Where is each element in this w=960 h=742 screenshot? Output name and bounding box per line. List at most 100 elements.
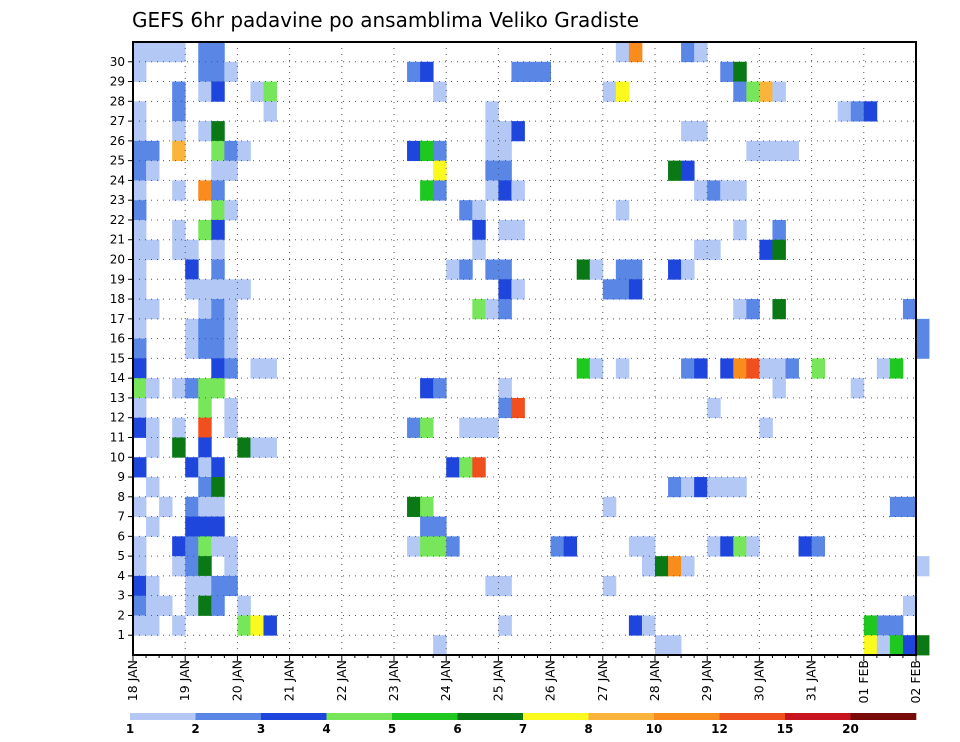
heatmap-cell xyxy=(198,536,212,557)
heatmap-cell xyxy=(133,299,147,320)
heatmap-cell xyxy=(185,318,199,340)
y-tick-label: 15 xyxy=(110,351,125,365)
heatmap-cell xyxy=(707,180,721,201)
heatmap-cell xyxy=(211,496,225,517)
y-tick-label: 19 xyxy=(110,272,125,286)
heatmap-cell xyxy=(472,299,486,320)
heatmap-cell xyxy=(224,575,238,597)
heatmap-cell xyxy=(472,417,486,438)
heatmap-cell xyxy=(733,180,747,201)
heatmap-cell xyxy=(185,556,199,577)
heatmap-cell xyxy=(198,595,212,616)
heatmap-cell xyxy=(746,299,760,320)
heatmap-cell xyxy=(485,259,499,280)
heatmap-cell xyxy=(655,635,669,656)
heatmap-cell xyxy=(746,536,760,557)
heatmap-cell xyxy=(172,417,186,438)
heatmap-cell xyxy=(498,259,512,280)
heatmap-cell xyxy=(146,378,160,399)
heatmap-cell xyxy=(850,101,865,122)
colorbar-label: 8 xyxy=(584,722,592,736)
heatmap-cell xyxy=(198,378,212,399)
x-tick-label: 27 JAN xyxy=(595,660,610,701)
y-tick-label: 16 xyxy=(110,332,125,346)
heatmap-cell xyxy=(550,536,565,557)
y-tick-label: 22 xyxy=(110,213,125,227)
heatmap-cell xyxy=(224,61,238,82)
heatmap-cell xyxy=(146,239,160,260)
heatmap-cell xyxy=(133,200,147,221)
y-tick-label: 25 xyxy=(110,154,125,168)
colorbar-label: 3 xyxy=(257,722,265,736)
heatmap-cell xyxy=(772,219,786,241)
heatmap-cell xyxy=(263,101,277,122)
heatmap-cell xyxy=(720,61,734,82)
heatmap-cell xyxy=(850,378,865,399)
heatmap-cell xyxy=(759,81,773,102)
heatmap-cell xyxy=(133,219,147,241)
y-tick-label: 14 xyxy=(110,371,125,385)
heatmap-cell xyxy=(146,437,160,458)
heatmap-cell xyxy=(785,140,799,162)
heatmap-cell xyxy=(446,536,460,557)
heatmap-cell xyxy=(733,536,747,557)
heatmap-cell xyxy=(576,358,591,379)
heatmap-cell xyxy=(237,279,251,300)
heatmap-cell xyxy=(198,556,212,577)
heatmap-cell xyxy=(198,417,212,438)
heatmap-cell xyxy=(916,318,930,340)
heatmap-cell xyxy=(498,575,512,597)
heatmap-cell xyxy=(185,378,199,399)
heatmap-cell xyxy=(902,635,917,656)
heatmap-cell xyxy=(628,279,643,300)
heatmap-cell xyxy=(211,536,225,557)
x-tick-label: 20 JAN xyxy=(229,660,244,701)
heatmap-cell xyxy=(146,575,160,597)
colorbar-label: 1 xyxy=(126,722,134,736)
heatmap-cell xyxy=(420,516,434,537)
heatmap-cell xyxy=(615,200,630,221)
y-tick-label: 21 xyxy=(110,233,125,247)
heatmap-cell xyxy=(498,160,512,181)
heatmap-cell xyxy=(211,318,225,340)
colorbar-swatch xyxy=(457,713,524,720)
heatmap-cell xyxy=(720,477,734,498)
heatmap-cell xyxy=(602,81,617,102)
heatmap-cell xyxy=(237,140,251,162)
y-tick-label: 24 xyxy=(110,173,125,187)
colorbar-label: 15 xyxy=(777,722,794,736)
heatmap-cell xyxy=(211,61,225,82)
heatmap-cell xyxy=(694,358,708,379)
colorbar-label: 4 xyxy=(322,722,330,736)
heatmap-cell xyxy=(681,477,695,498)
heatmap-cell xyxy=(224,140,238,162)
colorbar-swatch xyxy=(195,713,262,720)
heatmap-cell xyxy=(459,259,473,280)
heatmap-cell xyxy=(420,61,434,82)
x-tick-label: 26 JAN xyxy=(543,660,558,701)
y-tick-label: 13 xyxy=(110,391,125,405)
heatmap-cell xyxy=(641,615,656,636)
heatmap-cell xyxy=(511,180,525,201)
heatmap-cell xyxy=(498,279,512,300)
heatmap-cell xyxy=(198,457,212,478)
y-tick-label: 12 xyxy=(110,411,125,425)
heatmap-cell xyxy=(211,121,225,142)
heatmap-cell xyxy=(133,496,147,517)
heatmap-cell xyxy=(198,496,212,517)
heatmap-cell xyxy=(498,140,512,162)
heatmap-cell xyxy=(146,477,160,498)
heatmap-cell xyxy=(772,81,786,102)
heatmap-cell xyxy=(498,378,512,399)
heatmap-cell xyxy=(250,615,264,636)
heatmap-cell xyxy=(146,595,160,616)
heatmap-cell xyxy=(485,121,499,142)
heatmap-cell xyxy=(146,299,160,320)
heatmap-cell xyxy=(498,121,512,142)
heatmap-cell xyxy=(720,180,734,201)
heatmap-cell xyxy=(720,358,734,379)
heatmap-cell xyxy=(681,259,695,280)
heatmap-cell xyxy=(485,575,499,597)
heatmap-cell xyxy=(681,556,695,577)
heatmap-cell xyxy=(263,81,277,102)
